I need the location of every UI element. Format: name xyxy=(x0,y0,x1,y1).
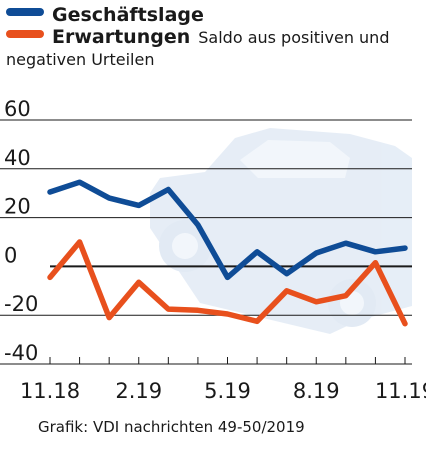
x-tick-label: 11.18 xyxy=(20,379,80,403)
y-tick-label: 0 xyxy=(4,243,17,267)
series-line-erwartungen xyxy=(47,239,408,327)
y-tick-label: 60 xyxy=(4,98,31,121)
legend-label-geschaeftslage: Geschäftslage xyxy=(52,4,204,26)
series-lines xyxy=(47,179,408,327)
x-tick-label: 8.19 xyxy=(293,379,340,403)
grid xyxy=(0,119,412,365)
y-tick-label: -40 xyxy=(4,341,38,365)
x-axis: 11.18 2.19 5.19 8.19 11.19 xyxy=(20,357,426,403)
legend-item-erwartungen: Erwartungen Saldo aus positiven und xyxy=(6,26,422,48)
legend-note-continued: negativen Urteilen xyxy=(6,50,155,69)
line-chart: 60 40 20 0 -20 -40 11.18 2.19 5.19 8.19 11.19 xyxy=(0,98,426,403)
legend-note: Saldo aus positiven und xyxy=(198,28,390,47)
y-tick-label: 40 xyxy=(4,146,31,170)
legend: Geschäftslage Erwartungen Saldo aus posi… xyxy=(6,4,422,69)
x-tick-label: 2.19 xyxy=(115,379,162,403)
legend-swatch-erwartungen xyxy=(6,30,44,38)
y-tick-label: -20 xyxy=(4,292,38,316)
legend-swatch-geschaeftslage xyxy=(6,8,44,16)
legend-item-geschaeftslage: Geschäftslage xyxy=(6,4,422,26)
x-tick-label: 11.19 xyxy=(375,379,426,403)
y-tick-label: 20 xyxy=(4,195,31,219)
y-axis: 60 40 20 0 -20 -40 xyxy=(4,98,38,365)
x-tick-label: 5.19 xyxy=(204,379,251,403)
legend-label-erwartungen: Erwartungen xyxy=(52,26,191,48)
truck-watermark xyxy=(150,128,412,334)
source-credit: Grafik: VDI nachrichten 49-50/2019 xyxy=(38,418,305,436)
series-line-geschaeftslage xyxy=(47,179,408,281)
